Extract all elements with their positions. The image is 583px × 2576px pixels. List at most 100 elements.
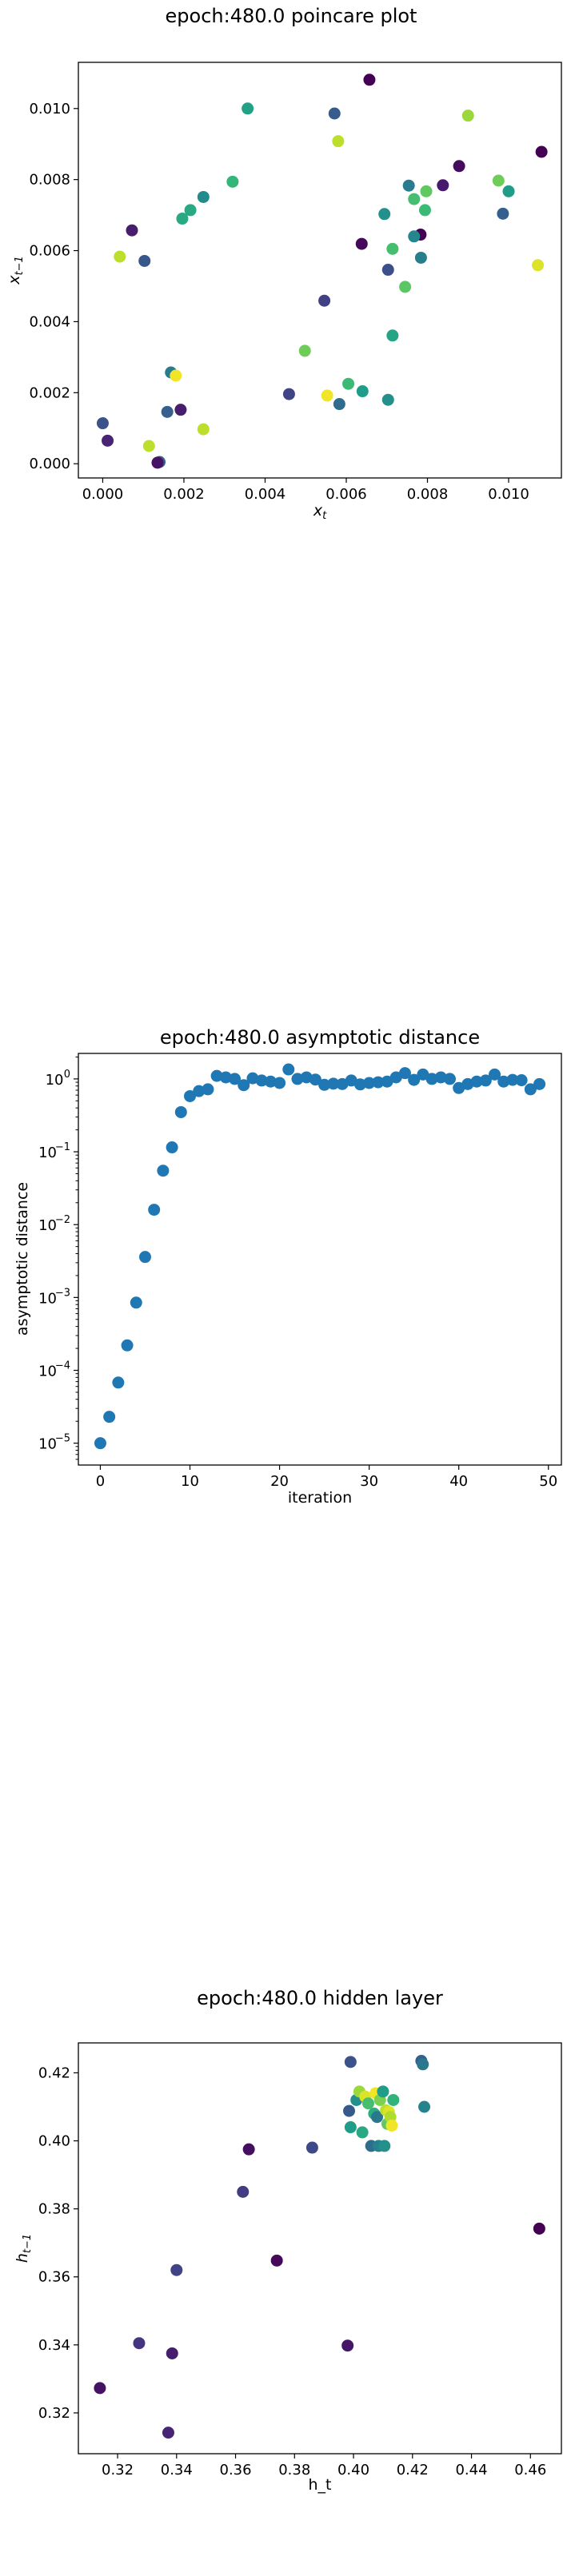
asymptotic-x-axis-label: iteration xyxy=(288,1489,352,1507)
poincare-point-15 xyxy=(184,204,197,217)
poincare-point-43 xyxy=(161,405,174,418)
hidden-layer-y-tick-label: 0.32 xyxy=(38,2405,70,2422)
poincare-point-7 xyxy=(492,174,505,187)
poincare-point-9 xyxy=(437,179,449,192)
poincare-x-ticks: 0.000 0.002 0.004 0.006 0.008 0.010 xyxy=(82,478,529,503)
poincare-x-tick-label: 0.008 xyxy=(407,486,449,503)
hidden-layer-point-8 xyxy=(305,2141,318,2154)
poincare-point-37 xyxy=(356,385,369,398)
asymptotic-point-9 xyxy=(174,1105,187,1118)
poincare-point-3 xyxy=(461,109,474,122)
poincare-point-26 xyxy=(414,251,427,264)
asymptotic-plot-frame xyxy=(78,1053,562,1466)
asymptotic-x-tick-label: 10 xyxy=(181,1473,199,1490)
poincare-point-17 xyxy=(497,207,509,220)
poincare-point-30 xyxy=(399,281,412,293)
poincare-title: epoch:480.0 poincare plot xyxy=(166,5,417,27)
asymptotic-y-tick-label: 10 0 xyxy=(46,1069,70,1089)
asymptotic-point-18 xyxy=(255,1074,268,1087)
poincare-point-18 xyxy=(378,208,391,221)
asymptotic-y-tick-exponent: −5 xyxy=(55,1433,70,1445)
asymptotic-point-2 xyxy=(112,1376,125,1389)
hidden-layer-point-12 xyxy=(344,2056,357,2068)
hidden-layer-point-9 xyxy=(341,2339,354,2352)
poincare-point-11 xyxy=(502,185,515,197)
asymptotic-point-20 xyxy=(274,1077,286,1089)
asymptotic-y-axis-label: asymptotic distance xyxy=(14,1182,31,1336)
asymptotic-point-35 xyxy=(408,1073,421,1086)
poincare-plot: epoch:480.0 poincare plot 0.000 0.002 0.00… xyxy=(6,5,562,522)
asymptotic-point-5 xyxy=(138,1251,151,1264)
asymptotic-point-40 xyxy=(453,1081,465,1094)
asymptotic-point-4 xyxy=(130,1296,142,1309)
hidden-layer-point-24 xyxy=(377,2085,389,2098)
asymptotic-point-26 xyxy=(327,1077,340,1090)
asymptotic-point-36 xyxy=(417,1068,429,1081)
asymptotic-x-tick-label: 20 xyxy=(270,1473,289,1490)
asymptotic-y-tick-exponent: 0 xyxy=(64,1069,70,1081)
poincare-point-35 xyxy=(170,369,182,382)
asymptotic-point-43 xyxy=(479,1074,492,1087)
asymptotic-point-7 xyxy=(157,1165,170,1177)
asymptotic-point-3 xyxy=(121,1339,134,1352)
poincare-point-2 xyxy=(328,107,341,120)
asymptotic-y-tick-base: 10 xyxy=(46,1072,64,1089)
hidden-layer-point-6 xyxy=(242,2143,255,2156)
asymptotic-point-16 xyxy=(238,1079,250,1092)
asymptotic-point-10 xyxy=(184,1089,197,1102)
poincare-point-6 xyxy=(453,160,465,173)
asymptotic-point-28 xyxy=(345,1074,357,1087)
poincare-point-14 xyxy=(408,193,421,205)
asymptotic-y-tick-base: 10 xyxy=(38,1217,57,1234)
asymptotic-point-8 xyxy=(166,1141,178,1154)
asymptotic-point-17 xyxy=(246,1072,259,1085)
hidden-layer-y-ticks: 0.32 0.34 0.36 0.38 0.40 0.42 xyxy=(38,2064,78,2422)
poincare-point-38 xyxy=(282,388,295,400)
asymptotic-y-tick-exponent: −3 xyxy=(55,1287,70,1299)
asymptotic-point-24 xyxy=(309,1073,321,1086)
poincare-points xyxy=(96,74,548,469)
poincare-point-45 xyxy=(197,423,210,436)
asymptotic-distance-plot: epoch:480.0 asymptotic distance 0 10 20 30 4… xyxy=(14,1026,562,1507)
asymptotic-point-49 xyxy=(533,1077,546,1090)
asymptotic-x-tick-label: 50 xyxy=(539,1473,557,1490)
poincare-point-8 xyxy=(226,175,239,188)
poincare-x-axis-label: xt xyxy=(313,502,327,522)
asymptotic-point-0 xyxy=(94,1437,106,1450)
poincare-point-36 xyxy=(342,377,355,390)
hidden-layer-point-11 xyxy=(344,2121,357,2134)
asymptotic-point-39 xyxy=(443,1073,456,1085)
asymptotic-y-ticks: 10−510−410−310−210−110 0 xyxy=(38,1056,78,1460)
poincare-point-32 xyxy=(386,329,399,342)
hidden-layer-point-21 xyxy=(371,2111,384,2124)
asymptotic-point-46 xyxy=(506,1073,519,1086)
poincare-y-ticks: 0.000 0.002 0.004 0.006 0.008 0.010 xyxy=(29,101,78,472)
asymptotic-point-47 xyxy=(515,1074,528,1087)
poincare-y-tick-label: 0.010 xyxy=(29,101,70,117)
asymptotic-point-33 xyxy=(389,1071,402,1084)
poincare-x-tick-label: 0.010 xyxy=(488,486,529,503)
hidden-layer-y-tick-label: 0.34 xyxy=(38,2337,70,2354)
poincare-y-tick-label: 0.004 xyxy=(29,313,70,330)
hidden-layer-points xyxy=(94,2055,545,2439)
hidden-layer-point-15 xyxy=(356,2126,369,2139)
asymptotic-point-45 xyxy=(497,1075,510,1088)
asymptotic-y-tick-label: 10−2 xyxy=(38,1214,70,1234)
hidden-layer-y-tick-label: 0.40 xyxy=(38,2133,70,2150)
poincare-point-22 xyxy=(408,230,421,243)
hidden-layer-x-tick-label: 0.38 xyxy=(278,2462,310,2478)
poincare-point-46 xyxy=(102,434,114,447)
asymptotic-x-tick-label: 0 xyxy=(96,1473,105,1490)
asymptotic-y-tick-exponent: −1 xyxy=(55,1141,70,1153)
poincare-point-39 xyxy=(321,389,333,402)
poincare-x-tick-label: 0.006 xyxy=(325,486,367,503)
hidden-layer-x-ticks: 0.32 0.34 0.36 0.38 0.40 0.42 0.44 0.46 xyxy=(102,2454,546,2478)
poincare-point-44 xyxy=(96,417,109,430)
asymptotic-point-13 xyxy=(210,1069,223,1082)
poincare-point-13 xyxy=(197,190,210,203)
hidden-layer-x-axis-label: h_t xyxy=(309,2476,332,2494)
hidden-layer-y-tick-label: 0.42 xyxy=(38,2064,70,2081)
asymptotic-y-tick-exponent: −4 xyxy=(55,1360,70,1372)
poincare-point-42 xyxy=(174,404,187,416)
